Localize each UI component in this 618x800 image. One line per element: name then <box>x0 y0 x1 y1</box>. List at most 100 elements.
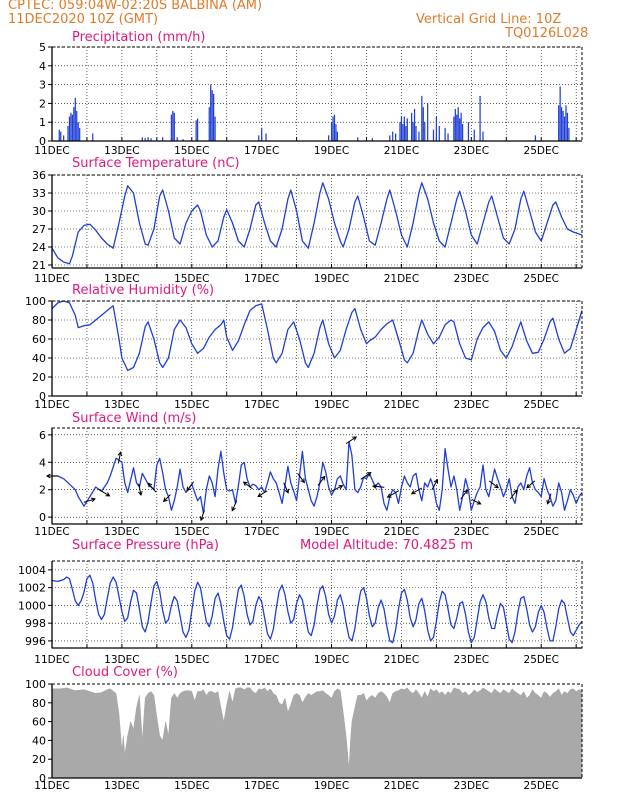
cloud-title: Cloud Cover (%) <box>72 665 178 680</box>
y-tick-label: 100 <box>25 295 46 308</box>
wind-arrow-head <box>320 475 326 481</box>
wind-arrow-head <box>138 491 143 496</box>
precip-bar <box>405 125 407 141</box>
wind-arrow-head <box>546 499 551 505</box>
y-tick-label: 100 <box>25 678 46 691</box>
wind-arrow-head <box>338 485 344 490</box>
wind-arrow-shaft <box>117 452 122 464</box>
precip-bar <box>213 94 215 141</box>
precip-bar <box>406 118 408 141</box>
precip-bar <box>447 133 449 141</box>
precip-bar <box>210 84 212 141</box>
wind-arrow <box>431 478 438 491</box>
y-tick-label: 6 <box>39 429 46 442</box>
precip-bar <box>562 110 564 141</box>
precip-bar <box>144 138 146 141</box>
y-tick-label: 60 <box>32 716 46 729</box>
precip-bar <box>413 109 416 141</box>
x-tick-label: 17DEC <box>244 145 279 157</box>
wind-arrow <box>546 493 552 505</box>
temp-series-line <box>51 182 583 265</box>
wind-arrow-shaft <box>283 482 289 494</box>
rh-series-line <box>51 300 583 372</box>
precip-bar <box>336 131 339 141</box>
wind-arrow-shaft <box>257 490 268 497</box>
wind-arrow <box>283 482 289 494</box>
precip-bar <box>173 112 175 141</box>
x-tick-label: 17DEC <box>244 654 279 666</box>
wind-arrow-head <box>147 482 153 488</box>
wind-arrow <box>297 473 305 484</box>
wind-arrow-shaft <box>98 488 110 497</box>
x-tick-label: 21DEC <box>384 145 419 157</box>
y-tick-label: 2 <box>39 484 46 497</box>
precip-bar <box>71 114 74 141</box>
x-tick-label: 17DEC <box>244 780 279 792</box>
y-tick-label: 40 <box>32 352 46 365</box>
precip-bar <box>214 116 216 141</box>
wind-arrow <box>199 509 205 522</box>
y-tick-label: 40 <box>32 734 46 747</box>
precip-bar <box>454 109 456 141</box>
x-tick-label: 13DEC <box>104 145 139 157</box>
wind-arrow <box>186 481 195 492</box>
x-tick-label: 15DEC <box>174 780 209 792</box>
x-tick-label: 23DEC <box>454 654 489 666</box>
wind-arrow-head <box>284 488 289 494</box>
wind-arrow-shaft <box>231 500 238 511</box>
precip-bar <box>424 122 426 141</box>
precip-bar <box>563 116 566 141</box>
precip-bar <box>68 116 71 141</box>
wind-arrow <box>345 436 358 445</box>
x-tick-label: 21DEC <box>384 780 419 792</box>
precip-bar <box>392 131 394 141</box>
wind-arrow <box>98 488 111 497</box>
precip-bar <box>459 118 461 141</box>
wind-arrow-head <box>300 478 305 484</box>
precip-bar <box>261 127 263 141</box>
wind-arrow-shaft <box>547 493 552 504</box>
x-tick-label: 11DEC <box>34 399 69 411</box>
x-tick-label: 13DEC <box>104 526 139 538</box>
wind-arrow-head <box>231 506 236 512</box>
precip-bar <box>208 107 210 141</box>
header-run-time: 11DEC2020 10Z (GMT) <box>8 12 159 27</box>
wind-arrow <box>386 490 400 498</box>
precip-bar <box>534 135 537 141</box>
precip-bar <box>435 116 438 141</box>
wind-series-line <box>52 441 583 514</box>
wind-arrow <box>257 490 268 498</box>
y-tick-label: 4 <box>39 456 46 469</box>
wind-arrow-head <box>513 489 518 495</box>
y-tick-label: 0 <box>39 511 46 524</box>
precip-bar <box>73 107 75 141</box>
temp-panel: Surface Temperature (nC) 21 24 27 30 33 36 11DE… <box>32 156 583 285</box>
wind-arrow <box>331 485 344 492</box>
x-tick-label: 17DEC <box>244 273 279 285</box>
rh-frame <box>51 300 583 397</box>
x-tick-label: 25DEC <box>524 145 559 157</box>
wind-arrow-shaft <box>331 485 343 492</box>
wind-arrow-shaft <box>509 489 518 500</box>
y-tick-label: 21 <box>32 259 46 272</box>
wind-arrow-shaft <box>317 476 326 486</box>
x-tick-label: 25DEC <box>524 526 559 538</box>
precip-bar <box>565 105 567 141</box>
y-tick-label: 1 <box>39 116 46 129</box>
wind-arrow <box>372 484 385 489</box>
wind-arrow-head <box>372 484 377 489</box>
wind-arrow-head <box>45 473 51 479</box>
cloud-cover-area <box>51 687 583 779</box>
precip-bar <box>176 137 178 141</box>
x-tick-label: 15DEC <box>174 273 209 285</box>
precip-bar <box>150 138 152 141</box>
wind-arrow-shaft <box>138 483 142 496</box>
precip-bar <box>141 137 143 141</box>
wind-arrow-shaft <box>373 485 385 488</box>
wind-arrow-shaft <box>387 490 400 498</box>
rh-panel: Relative Humidity (%) 0 20 40 60 80 100 11DEC 13… <box>25 283 583 411</box>
x-tick-label: 19DEC <box>314 145 349 157</box>
temp-title: Surface Temperature (nC) <box>72 156 240 171</box>
precip-bar <box>79 127 81 141</box>
precip-bar <box>58 129 60 141</box>
